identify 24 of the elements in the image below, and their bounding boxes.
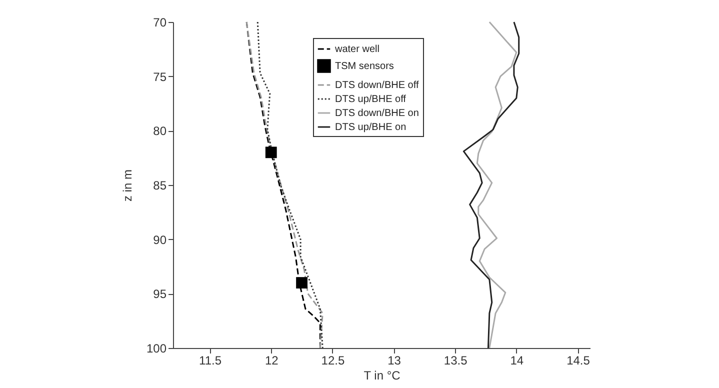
x-tick-label: 14.5	[566, 354, 590, 368]
y-axis-title: z in m	[120, 169, 134, 202]
x-tick-label: 11.5	[199, 354, 222, 368]
x-tick-label: 12	[264, 354, 279, 368]
legend-label: DTS up/BHE on	[335, 122, 406, 133]
legend-label: DTS down/BHE on	[335, 108, 419, 119]
line-series	[476, 21, 518, 349]
y-tick-label: 100	[146, 342, 167, 356]
x-tick-label: 13.5	[444, 354, 468, 368]
y-tick-label: 85	[153, 178, 167, 192]
x-tick-label: 14	[510, 354, 524, 368]
y-tick-label: 90	[153, 232, 167, 247]
y-tick-label: 70	[153, 16, 167, 30]
y-tick-label: 75	[153, 70, 167, 84]
x-tick-label: 12.5	[321, 354, 345, 368]
x-axis-title: T in °C	[364, 368, 401, 382]
legend-label: DTS up/BHE off	[335, 94, 406, 105]
legend-label: DTS down/BHE off	[335, 80, 419, 91]
line-series	[462, 21, 520, 349]
y-tick-label: 95	[153, 287, 167, 302]
y-tick-label: 80	[153, 124, 167, 138]
legend-label: water well	[334, 44, 380, 55]
legend-label: TSM sensors	[335, 61, 394, 72]
x-tick-label: 13	[388, 354, 402, 368]
